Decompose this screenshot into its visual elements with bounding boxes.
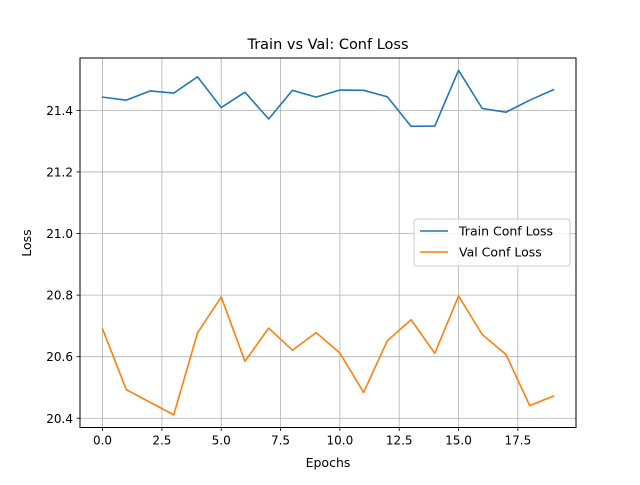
legend: Train Conf Loss Val Conf Loss xyxy=(414,219,570,266)
y-tick-label: 20.4 xyxy=(46,412,73,426)
x-tick-label: 5.0 xyxy=(212,434,231,448)
y-tick-label: 21.4 xyxy=(46,104,73,118)
x-tick-label: 2.5 xyxy=(152,434,171,448)
legend-label-val: Val Conf Loss xyxy=(459,245,542,260)
x-tick-label: 12.5 xyxy=(386,434,413,448)
y-tick-label: 20.8 xyxy=(46,289,73,303)
chart-title: Train vs Val: Conf Loss xyxy=(246,37,408,53)
y-tick-label: 20.6 xyxy=(46,350,73,364)
y-tick-label: 21.0 xyxy=(46,227,73,241)
x-tick-label: 0.0 xyxy=(93,434,112,448)
x-tick-label: 7.5 xyxy=(271,434,290,448)
x-tick-label: 10.0 xyxy=(327,434,354,448)
x-tick-label: 15.0 xyxy=(445,434,472,448)
legend-label-train: Train Conf Loss xyxy=(458,224,553,239)
x-axis-label: Epochs xyxy=(306,455,351,470)
y-axis-label: Loss xyxy=(19,229,34,256)
y-tick-label: 21.2 xyxy=(46,165,73,179)
x-tick-label: 17.5 xyxy=(504,434,531,448)
